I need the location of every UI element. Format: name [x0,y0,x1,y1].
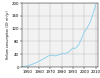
Y-axis label: Helium consumption (10⁶ m³/yr): Helium consumption (10⁶ m³/yr) [6,11,10,59]
